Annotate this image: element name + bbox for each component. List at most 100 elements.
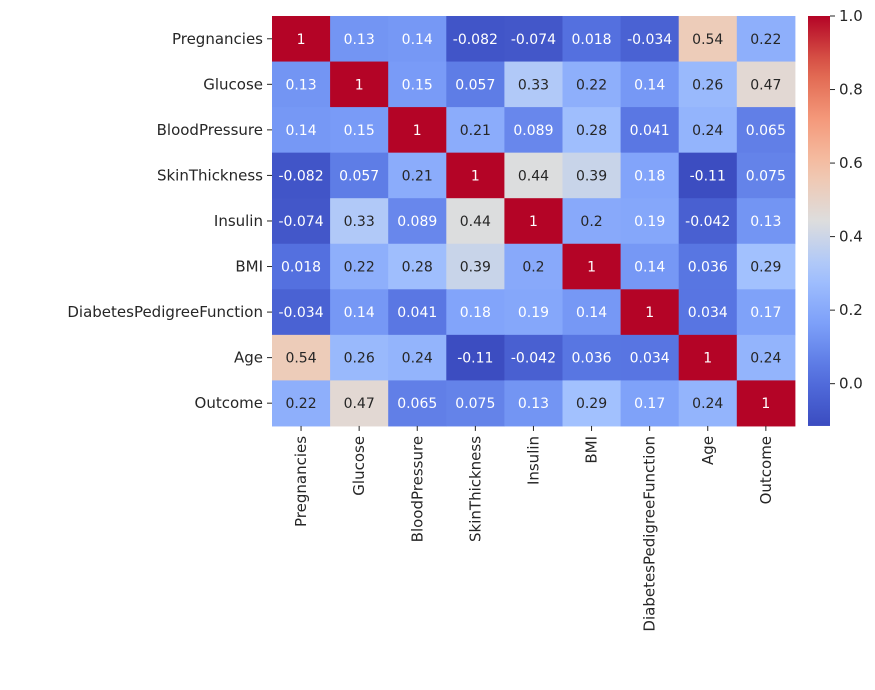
cell-value-label: 0.13 bbox=[518, 396, 549, 412]
cell-value-label: 0.13 bbox=[344, 32, 375, 48]
y-axis: Pregnancies Glucose BloodPressure SkinThick… bbox=[67, 30, 272, 412]
colorbar-tick-label: 0.2 bbox=[839, 301, 863, 319]
cell-value-label: 1 bbox=[587, 260, 596, 276]
cell-value-label: -0.042 bbox=[685, 214, 730, 230]
cell-value-label: 0.065 bbox=[397, 396, 437, 412]
cell-value-label: 0.13 bbox=[750, 214, 781, 230]
cell-value-label: 0.14 bbox=[285, 123, 316, 139]
cell-value-label: 0.29 bbox=[576, 396, 607, 412]
cell-value-label: 1 bbox=[355, 77, 364, 93]
cell-value-label: 0.065 bbox=[746, 123, 786, 139]
y-tick-label: DiabetesPedigreeFunction bbox=[67, 303, 263, 321]
cell-value-label: 0.39 bbox=[576, 168, 607, 184]
colorbar-tick-label: 0.0 bbox=[839, 375, 863, 393]
cell-value-label: 0.14 bbox=[344, 305, 375, 321]
cell-value-label: 1 bbox=[645, 305, 654, 321]
cell-value-label: 0.018 bbox=[281, 260, 321, 276]
cell-value-label: 1 bbox=[471, 168, 480, 184]
cell-value-label: 0.089 bbox=[513, 123, 553, 139]
y-tick-label: Age bbox=[234, 349, 263, 367]
cell-value-label: 0.19 bbox=[518, 305, 549, 321]
x-tick-label: BloodPressure bbox=[408, 436, 426, 542]
cell-value-label: 0.19 bbox=[634, 214, 665, 230]
cell-value-label: 0.54 bbox=[692, 32, 723, 48]
cell-value-label: 0.24 bbox=[692, 123, 723, 139]
cell-value-label: 0.036 bbox=[572, 351, 612, 367]
cell-value-label: -0.074 bbox=[278, 214, 323, 230]
cell-value-label: 0.057 bbox=[339, 168, 379, 184]
y-tick-label: BMI bbox=[235, 258, 263, 276]
cell-value-label: 0.28 bbox=[576, 123, 607, 139]
cell-value-label: 0.22 bbox=[285, 396, 316, 412]
cell-value-label: -0.082 bbox=[453, 32, 498, 48]
cell-value-label: 1 bbox=[703, 351, 712, 367]
cell-value-label: 0.33 bbox=[518, 77, 549, 93]
cell-value-label: 0.22 bbox=[344, 260, 375, 276]
cell-value-label: 0.26 bbox=[344, 351, 375, 367]
cell-value-label: 0.39 bbox=[460, 260, 491, 276]
cell-value-label: 0.47 bbox=[750, 77, 781, 93]
cell-value-label: 0.26 bbox=[692, 77, 723, 93]
cell-value-label: 0.24 bbox=[692, 396, 723, 412]
x-tick-label: Pregnancies bbox=[292, 436, 310, 527]
cell-value-label: 0.036 bbox=[688, 260, 728, 276]
cell-value-label: 0.034 bbox=[688, 305, 728, 321]
cell-value-label: 0.2 bbox=[522, 260, 544, 276]
cell-value-label: 0.018 bbox=[572, 32, 612, 48]
cell-value-label: 0.075 bbox=[455, 396, 495, 412]
cell-value-label: 0.17 bbox=[750, 305, 781, 321]
x-tick-label: BMI bbox=[583, 436, 601, 464]
cell-value-label: 0.13 bbox=[285, 77, 316, 93]
colorbar-tick-label: 0.4 bbox=[839, 228, 863, 246]
cell-value-label: 0.17 bbox=[634, 396, 665, 412]
cell-value-label: -0.11 bbox=[457, 351, 493, 367]
x-tick-label: DiabetesPedigreeFunction bbox=[641, 436, 659, 632]
x-axis: Pregnancies Glucose BloodPressure SkinThick… bbox=[292, 426, 775, 632]
cell-value-label: 0.034 bbox=[630, 351, 670, 367]
colorbar: 0.0 0.2 0.4 0.6 0.8 1.0 bbox=[808, 7, 863, 426]
cell-value-label: 0.44 bbox=[460, 214, 491, 230]
cell-value-label: 1 bbox=[413, 123, 422, 139]
cell-value-label: 0.21 bbox=[402, 168, 433, 184]
x-tick-label: Age bbox=[699, 436, 717, 465]
y-tick-label: SkinThickness bbox=[157, 166, 263, 184]
y-tick-label: BloodPressure bbox=[157, 121, 263, 139]
cell-value-label: 0.29 bbox=[750, 260, 781, 276]
cell-value-label: 0.14 bbox=[576, 305, 607, 321]
colorbar-tick-label: 0.8 bbox=[839, 81, 863, 99]
heatmap-cell-labels: 1 0.13 0.14 -0.082 -0.074 0.018 -0.034 0.54 0.22… bbox=[278, 32, 785, 412]
colorbar-ticks: 0.0 0.2 0.4 0.6 0.8 1.0 bbox=[830, 7, 863, 393]
cell-value-label: -0.11 bbox=[690, 168, 726, 184]
cell-value-label: 0.15 bbox=[402, 77, 433, 93]
cell-value-label: 0.44 bbox=[518, 168, 549, 184]
colorbar-gradient bbox=[808, 16, 830, 426]
cell-value-label: 0.22 bbox=[576, 77, 607, 93]
cell-value-label: 1 bbox=[529, 214, 538, 230]
cell-value-label: 0.075 bbox=[746, 168, 786, 184]
cell-value-label: -0.074 bbox=[511, 32, 556, 48]
x-tick-label: Insulin bbox=[524, 436, 542, 485]
cell-value-label: 0.28 bbox=[402, 260, 433, 276]
cell-value-label: 0.041 bbox=[397, 305, 437, 321]
cell-value-label: 0.041 bbox=[630, 123, 670, 139]
cell-value-label: 0.2 bbox=[580, 214, 602, 230]
cell-value-label: 0.47 bbox=[344, 396, 375, 412]
x-tick-label: Glucose bbox=[350, 436, 368, 496]
cell-value-label: -0.042 bbox=[511, 351, 556, 367]
cell-value-label: 0.18 bbox=[634, 168, 665, 184]
y-tick-label: Insulin bbox=[214, 212, 263, 230]
cell-value-label: 0.21 bbox=[460, 123, 491, 139]
colorbar-tick-label: 0.6 bbox=[839, 154, 863, 172]
y-tick-label: Glucose bbox=[203, 75, 263, 93]
y-tick-label: Outcome bbox=[195, 394, 263, 412]
x-tick-label: SkinThickness bbox=[466, 436, 484, 542]
colorbar-tick-label: 1.0 bbox=[839, 7, 863, 25]
cell-value-label: 0.14 bbox=[634, 77, 665, 93]
cell-value-label: 0.24 bbox=[402, 351, 433, 367]
cell-value-label: 0.33 bbox=[344, 214, 375, 230]
cell-value-label: -0.034 bbox=[627, 32, 672, 48]
y-tick-label: Pregnancies bbox=[172, 30, 263, 48]
cell-value-label: 1 bbox=[761, 396, 770, 412]
cell-value-label: 0.089 bbox=[397, 214, 437, 230]
